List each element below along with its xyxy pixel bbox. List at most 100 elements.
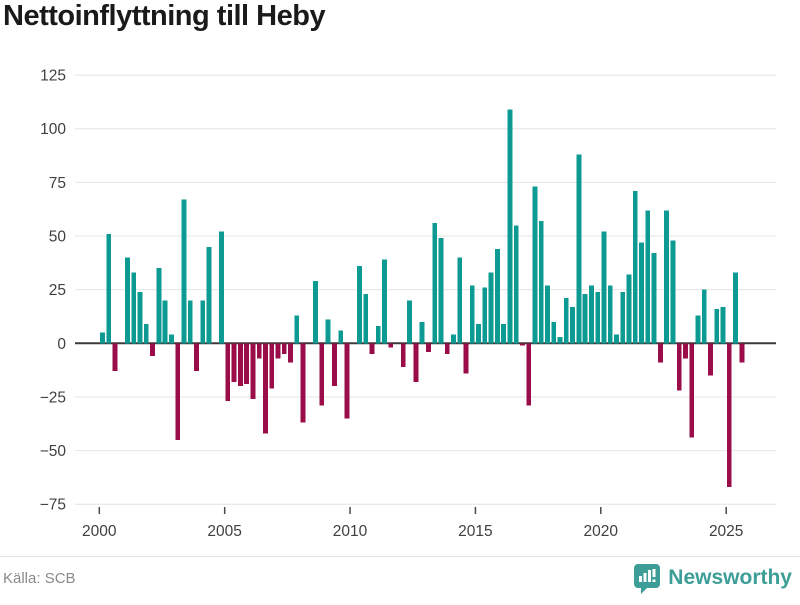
bar [168, 334, 174, 344]
axis-labels: 125 100 75 50 25 0 −25 −50 −75 2000 2005 2010 2015 20… [40, 68, 744, 540]
bar [726, 343, 732, 488]
bar [426, 343, 431, 352]
bar [507, 109, 513, 344]
x-axis-tick-label: 2020 [584, 523, 619, 540]
bar [520, 343, 525, 346]
y-axis-tick-label: 0 [57, 336, 66, 353]
x-axis-tick-label: 2015 [458, 523, 492, 540]
bar [739, 343, 745, 363]
bar [614, 334, 619, 344]
bar [325, 319, 331, 344]
bar [438, 238, 444, 344]
bar [513, 225, 519, 344]
bar [156, 268, 162, 344]
bar [545, 285, 550, 344]
bar [369, 343, 375, 355]
bar [576, 154, 582, 344]
bar [338, 330, 344, 344]
y-axis-tick-label: −50 [40, 443, 67, 460]
bar [444, 343, 450, 355]
bar [281, 343, 287, 355]
bar [538, 221, 544, 344]
bar [683, 343, 688, 359]
bar [363, 293, 369, 344]
bar [664, 210, 670, 344]
bar [419, 321, 425, 344]
bar [733, 272, 738, 344]
bar [237, 343, 243, 387]
bar [413, 343, 419, 382]
bar [626, 274, 632, 344]
bar [595, 291, 601, 344]
bar [388, 343, 394, 348]
bar [344, 343, 350, 419]
bar [670, 240, 676, 344]
bar [570, 306, 575, 344]
bar [708, 343, 713, 376]
bar [601, 231, 607, 344]
bar [244, 343, 250, 385]
footer: Källa: SCB Newsworthy [0, 556, 800, 599]
bar [225, 343, 231, 402]
bar [150, 343, 155, 357]
bar [701, 289, 707, 344]
chart-title: Nettoinflyttning till Heby [3, 0, 326, 32]
bar [476, 323, 481, 344]
y-axis-tick-label: 25 [49, 282, 66, 299]
bar [263, 343, 268, 434]
bar [275, 343, 281, 359]
bar [714, 308, 720, 344]
bar [488, 272, 494, 344]
bar [526, 343, 532, 406]
bar [532, 186, 538, 344]
bar [194, 343, 199, 372]
bar [407, 300, 413, 344]
bar [695, 315, 701, 344]
bar [582, 293, 588, 344]
bar [181, 199, 187, 344]
bar [131, 272, 137, 344]
bar [288, 343, 293, 363]
bar [551, 321, 557, 344]
bar [375, 326, 381, 344]
bar [319, 343, 325, 406]
bar [563, 298, 569, 344]
x-axis-tick-label: 2000 [82, 523, 117, 540]
bar [457, 257, 463, 344]
bar [357, 266, 362, 344]
bar [313, 281, 318, 344]
bar [250, 343, 256, 400]
bar [106, 233, 112, 344]
bar [469, 285, 475, 344]
y-axis-tick-label: −75 [40, 497, 66, 514]
y-axis-tick-label: −25 [40, 389, 66, 406]
bar [300, 343, 306, 423]
bar [231, 343, 237, 382]
y-axis-tick-label: 75 [49, 175, 66, 192]
bar [432, 223, 438, 344]
newsworthy-bubble-chart-icon [634, 563, 661, 594]
bar [400, 343, 406, 367]
bar [645, 210, 651, 344]
bar [206, 246, 212, 344]
bar [382, 259, 387, 344]
y-axis-tick-label: 50 [49, 229, 67, 246]
bar [112, 343, 118, 372]
bar [607, 285, 613, 344]
bar [651, 253, 657, 344]
bar [269, 343, 275, 389]
bar [657, 343, 663, 363]
bar [294, 315, 300, 344]
bar [125, 257, 130, 344]
source-label: Källa: SCB [3, 569, 76, 587]
bar [143, 323, 149, 344]
bar [494, 248, 500, 344]
bar [187, 300, 193, 344]
y-axis-tick-label: 100 [40, 121, 66, 138]
bar [589, 285, 594, 344]
bar-series [100, 109, 745, 488]
bar [720, 306, 726, 344]
brand: Newsworthy [633, 563, 792, 594]
